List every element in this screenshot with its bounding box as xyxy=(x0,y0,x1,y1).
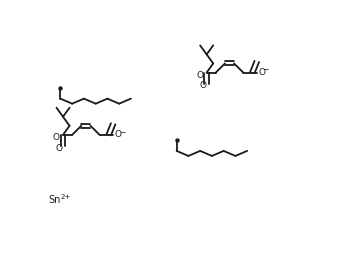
Text: O: O xyxy=(53,133,60,142)
Text: O: O xyxy=(258,68,265,77)
Text: −: − xyxy=(119,128,125,137)
Text: Sn: Sn xyxy=(49,195,61,205)
Text: O: O xyxy=(196,71,204,80)
Text: O: O xyxy=(56,144,63,153)
Text: −: − xyxy=(263,66,269,75)
Text: O: O xyxy=(114,130,121,139)
Text: 2+: 2+ xyxy=(60,194,71,200)
Text: O: O xyxy=(199,81,206,91)
